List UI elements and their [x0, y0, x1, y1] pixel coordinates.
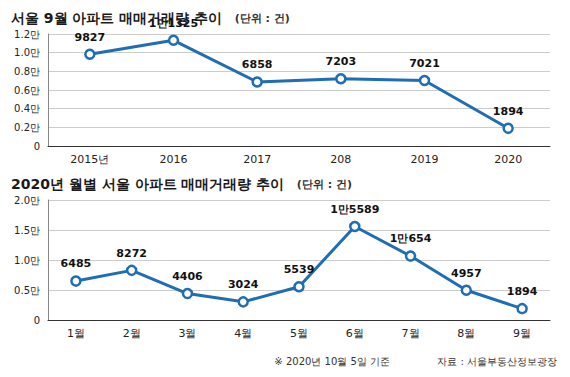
- svg-text:1.5만: 1.5만: [14, 225, 40, 236]
- svg-text:7월: 7월: [402, 327, 420, 340]
- svg-text:1.2만: 1.2만: [14, 29, 40, 40]
- svg-text:2020년 월별 서울 아파트 매매거래량 추이: 2020년 월별 서울 아파트 매매거래량 추이: [11, 176, 284, 192]
- svg-text:2015년: 2015년: [70, 153, 109, 166]
- svg-text:0.8만: 0.8만: [14, 66, 40, 77]
- svg-text:9월: 9월: [513, 327, 531, 340]
- svg-text:2월: 2월: [123, 327, 141, 340]
- svg-text:4957: 4957: [451, 267, 482, 280]
- svg-text:6월: 6월: [346, 327, 364, 340]
- svg-text:4406: 4406: [172, 270, 203, 283]
- svg-text:7203: 7203: [326, 55, 357, 68]
- svg-text:2020: 2020: [494, 153, 522, 166]
- svg-text:8272: 8272: [116, 247, 147, 260]
- svg-text:0: 0: [34, 141, 40, 152]
- svg-text:자료 : 서울부동산정보광장: 자료 : 서울부동산정보광장: [437, 356, 557, 367]
- svg-text:2016: 2016: [160, 153, 188, 166]
- svg-text:3024: 3024: [228, 278, 259, 291]
- svg-text:0.5만: 0.5만: [14, 285, 40, 296]
- svg-text:7021: 7021: [409, 57, 440, 70]
- svg-text:0.2만: 0.2만: [14, 122, 40, 133]
- svg-text:4월: 4월: [234, 327, 252, 340]
- svg-text:1.0만: 1.0만: [14, 47, 40, 58]
- svg-text:(단위 : 건): (단위 : 건): [297, 178, 352, 191]
- svg-text:서울 9월 아파트 매매거래량 추이: 서울 9월 아파트 매매거래량 추이: [11, 10, 222, 26]
- svg-text:1.0만: 1.0만: [14, 255, 40, 266]
- svg-text:6858: 6858: [242, 58, 273, 71]
- svg-text:1월: 1월: [67, 327, 85, 340]
- svg-text:5월: 5월: [290, 327, 308, 340]
- svg-text:2017: 2017: [243, 153, 271, 166]
- svg-text:1만654: 1만654: [390, 232, 432, 245]
- svg-text:208: 208: [330, 153, 351, 166]
- svg-text:3월: 3월: [178, 327, 196, 340]
- svg-text:2.0만: 2.0만: [14, 195, 40, 206]
- svg-text:8월: 8월: [457, 327, 475, 340]
- svg-text:6485: 6485: [61, 257, 92, 270]
- svg-text:1894: 1894: [507, 285, 538, 298]
- svg-text:0.4만: 0.4만: [14, 103, 40, 114]
- svg-text:1894: 1894: [493, 105, 524, 118]
- svg-text:※ 2020년 10월 5일 기준: ※ 2020년 10월 5일 기준: [274, 356, 390, 367]
- svg-text:5539: 5539: [284, 263, 315, 276]
- svg-text:0: 0: [34, 315, 40, 326]
- svg-text:1만5589: 1만5589: [330, 203, 379, 216]
- svg-text:(단위 : 건): (단위 : 건): [235, 12, 290, 25]
- svg-text:2019: 2019: [411, 153, 439, 166]
- svg-text:0.6만: 0.6만: [14, 85, 40, 96]
- svg-text:9827: 9827: [75, 31, 106, 44]
